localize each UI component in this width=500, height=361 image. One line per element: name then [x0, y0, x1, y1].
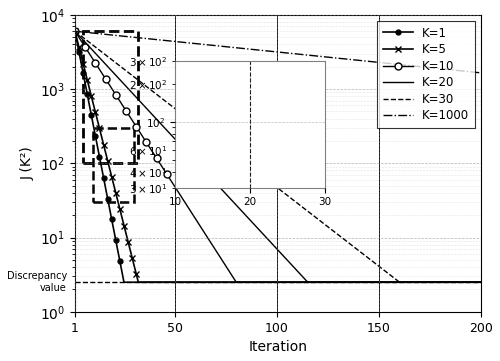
- X-axis label: Iteration: Iteration: [248, 340, 308, 354]
- Legend: K=1, K=5, K=10, K=20, K=30, K=1000: K=1, K=5, K=10, K=20, K=30, K=1000: [378, 21, 475, 128]
- Text: Discrepancy
value: Discrepancy value: [6, 271, 67, 293]
- Y-axis label: J (K²): J (K²): [20, 147, 34, 180]
